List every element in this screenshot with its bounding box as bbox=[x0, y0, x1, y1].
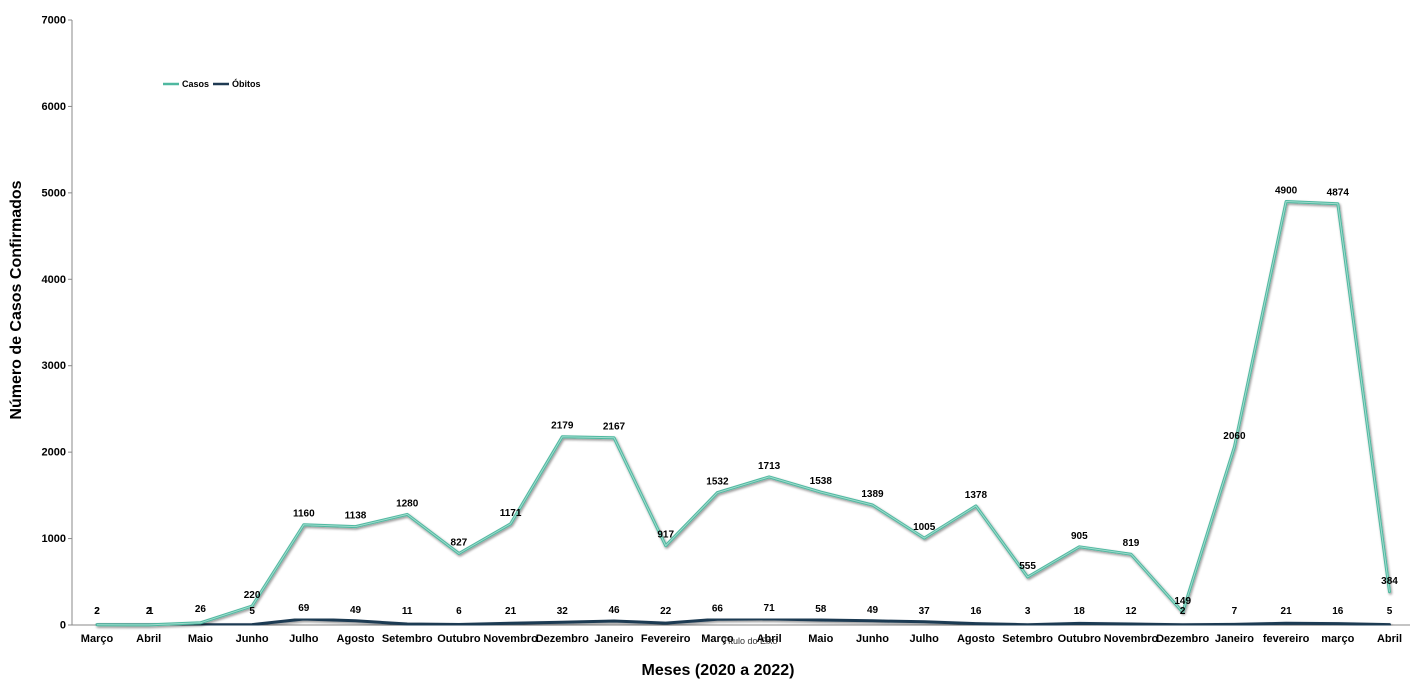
data-label-obitos: 49 bbox=[867, 605, 879, 616]
y-tick-label: 4000 bbox=[42, 274, 66, 286]
data-label-casos: 2060 bbox=[1223, 431, 1246, 442]
data-label-casos: 555 bbox=[1019, 561, 1036, 572]
y-tick-label: 6000 bbox=[42, 101, 66, 113]
data-label-obitos: 22 bbox=[660, 606, 672, 617]
x-tick-label: fevereiro bbox=[1263, 633, 1310, 645]
x-tick-label: Dezembro bbox=[1156, 633, 1209, 645]
data-label-casos: 1280 bbox=[396, 498, 419, 509]
x-tick-label: Novembro bbox=[483, 633, 538, 645]
data-label-casos: 917 bbox=[657, 530, 674, 541]
data-label-obitos: 18 bbox=[1074, 606, 1086, 617]
legend-label: Óbitos bbox=[232, 78, 261, 89]
series-lines bbox=[97, 202, 1390, 625]
x-tick-label: Dezembro bbox=[536, 633, 589, 645]
x-tick-label: Abril bbox=[136, 633, 161, 645]
x-tick-label: Janeiro bbox=[1215, 633, 1254, 645]
data-label-casos: 1171 bbox=[500, 508, 522, 519]
data-label-casos: 1005 bbox=[913, 522, 936, 533]
y-tick-label: 7000 bbox=[42, 15, 66, 27]
data-label-casos: 1138 bbox=[345, 511, 367, 522]
data-label-obitos: 66 bbox=[712, 603, 724, 614]
x-tick-label: Julho bbox=[289, 633, 319, 645]
data-label-obitos: 5 bbox=[1387, 606, 1393, 617]
y-tick-label: 3000 bbox=[42, 360, 66, 372]
y-axis-title: Número de Casos Confirmados bbox=[8, 180, 25, 419]
data-label-casos: 1713 bbox=[758, 461, 781, 472]
data-label-obitos: 12 bbox=[1125, 606, 1137, 617]
y-tick-label: 0 bbox=[60, 620, 66, 632]
x-tick-label: Outubro bbox=[1058, 633, 1102, 645]
data-label-obitos: 32 bbox=[557, 606, 569, 617]
series-line-casos bbox=[97, 202, 1390, 625]
axes: 0 1000 2000 3000 4000 5000 6000 7000 Março Abril M… bbox=[42, 15, 1410, 646]
data-label-casos: 1532 bbox=[706, 477, 729, 488]
x-tick-label: Maio bbox=[808, 633, 833, 645]
data-label-obitos: 7 bbox=[1232, 606, 1238, 617]
data-label-casos: 1160 bbox=[293, 509, 315, 520]
y-tick-label: 2000 bbox=[42, 447, 66, 459]
data-label-obitos: 16 bbox=[970, 606, 982, 617]
data-label-casos: 819 bbox=[1123, 538, 1140, 549]
x-tick-label: Agosto bbox=[337, 633, 375, 645]
data-label-casos: 384 bbox=[1381, 576, 1398, 587]
data-label-casos: 2179 bbox=[551, 421, 574, 432]
data-label-obitos: 49 bbox=[350, 605, 362, 616]
series-line-highlight-casos bbox=[97, 202, 1390, 625]
x-tick-label: Junho bbox=[856, 633, 889, 645]
data-label-casos: 1538 bbox=[810, 476, 833, 487]
data-label-obitos: 37 bbox=[919, 606, 931, 617]
data-label-casos: 905 bbox=[1071, 531, 1088, 542]
data-label-obitos: 2 bbox=[1180, 606, 1186, 617]
data-label-casos: 26 bbox=[195, 604, 207, 615]
data-label-obitos: 58 bbox=[815, 604, 827, 615]
y-tick-label: 1000 bbox=[42, 533, 66, 545]
x-tick-label: Janeiro bbox=[594, 633, 633, 645]
data-label-casos: 4874 bbox=[1327, 188, 1350, 199]
data-label-casos: 1378 bbox=[965, 490, 988, 501]
data-label-obitos: 69 bbox=[298, 603, 310, 614]
data-label-obitos: 6 bbox=[456, 606, 462, 617]
x-axis-title: Meses (2020 a 2022) bbox=[642, 662, 795, 679]
legend: Casos Óbitos bbox=[163, 78, 261, 89]
x-tick-label: Setembro bbox=[382, 633, 433, 645]
x-tick-label: março bbox=[1321, 633, 1354, 645]
x-tick-label: Maio bbox=[188, 633, 213, 645]
data-label-obitos: 16 bbox=[1332, 606, 1344, 617]
data-label-casos: 2167 bbox=[603, 422, 626, 433]
data-label-casos: 827 bbox=[451, 538, 468, 549]
data-label-obitos: 3 bbox=[1025, 606, 1031, 617]
data-label-obitos: 46 bbox=[608, 605, 620, 616]
x-tick-label: Abril bbox=[1377, 633, 1402, 645]
data-label-obitos: 5 bbox=[249, 606, 255, 617]
x-tick-label: Fevereiro bbox=[641, 633, 691, 645]
x-tick-label: Outubro bbox=[437, 633, 481, 645]
series-line-obitos bbox=[97, 619, 1390, 625]
data-label-obitos: 71 bbox=[764, 603, 776, 614]
x-tick-label: Agosto bbox=[957, 633, 995, 645]
data-label-obitos: 21 bbox=[1281, 606, 1293, 617]
data-label-casos: 4900 bbox=[1275, 186, 1298, 197]
data-label-obitos: 21 bbox=[505, 606, 517, 617]
data-label-obitos: 2 bbox=[146, 606, 152, 617]
data-label-obitos: 11 bbox=[402, 606, 413, 617]
data-label-casos: 220 bbox=[244, 590, 261, 601]
x-tick-label: Setembro bbox=[1002, 633, 1053, 645]
x-tick-label: Março bbox=[81, 633, 114, 645]
x-tick-label: Novembro bbox=[1104, 633, 1159, 645]
data-label-obitos: 2 bbox=[94, 606, 100, 617]
axis-annotation: Título do Eixo bbox=[722, 636, 777, 646]
x-tick-label: Julho bbox=[910, 633, 940, 645]
legend-label: Casos bbox=[182, 79, 209, 89]
x-tick-label: Junho bbox=[236, 633, 269, 645]
y-tick-label: 5000 bbox=[42, 187, 66, 199]
data-label-casos: 1389 bbox=[861, 489, 884, 500]
